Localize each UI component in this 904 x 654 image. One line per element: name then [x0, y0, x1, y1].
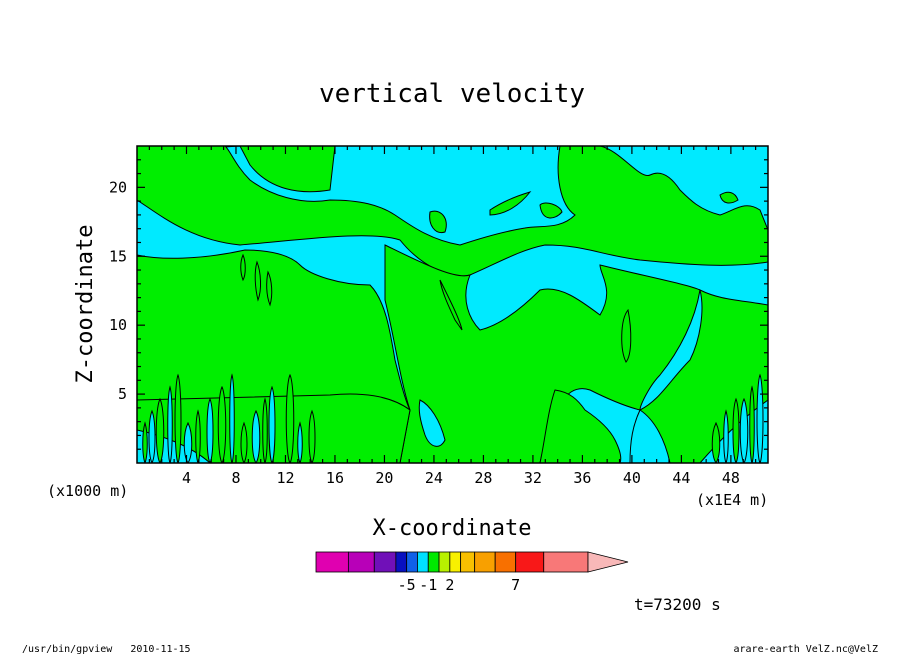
colorbar-labels: -5 -1 2 7: [398, 576, 521, 594]
colorbar-bin: [543, 551, 589, 573]
x-tick-label: 12: [276, 469, 294, 487]
colorbar-label: 7: [511, 576, 520, 594]
velocity-region: [251, 409, 261, 463]
x-tick-labels: 4 8 12 16 20 24 28 32 36 40 44 48: [182, 469, 740, 487]
colorbar-bin: [515, 551, 545, 573]
chart-title: vertical velocity: [319, 79, 585, 109]
velocity-region: [206, 397, 214, 463]
velocity-region: [308, 409, 316, 463]
colorbar-bin: [395, 551, 408, 573]
colorbar-bin: [373, 551, 397, 573]
velocity-region: [268, 385, 276, 463]
footer-right: arare-earth_VelZ.nc@VelZ: [734, 644, 879, 654]
velocity-region: [739, 397, 749, 463]
velocity-region: [429, 210, 447, 234]
plot-frame: [136, 145, 769, 464]
velocity-region: [183, 421, 193, 463]
velocity-region: [266, 270, 273, 307]
colorbar-bin: [315, 551, 349, 573]
y-tick-label: 20: [109, 178, 127, 196]
velocity-region: [240, 253, 246, 282]
y-tick-label: 10: [109, 316, 127, 334]
colorbar-label: -1: [419, 576, 437, 594]
colorbar-bin: [347, 551, 375, 573]
colorbar-label: -5: [398, 576, 416, 594]
velocity-region: [254, 260, 261, 302]
axis-ticks: [137, 146, 768, 463]
velocity-region: [749, 385, 755, 463]
y-tick-label: 15: [109, 247, 127, 265]
velocity-region: [297, 421, 303, 463]
velocity-region: [285, 373, 295, 463]
x-tick-label: 28: [474, 469, 492, 487]
velocity-region: [439, 279, 463, 331]
velocity-region: [240, 421, 248, 463]
x-tick-label: 48: [722, 469, 740, 487]
colorbar-bin: [417, 551, 429, 573]
colorbar-bin: [438, 551, 451, 573]
x-tick-label: 20: [375, 469, 393, 487]
velocity-region: [217, 385, 227, 463]
velocity-region: [539, 202, 563, 219]
x-tick-label: 44: [672, 469, 690, 487]
velocity-region: [262, 397, 268, 463]
colorbar-bin: [449, 551, 462, 573]
velocity-regions: [137, 146, 768, 463]
velocity-region: [756, 373, 764, 463]
colorbar-label: 2: [445, 576, 454, 594]
x-unit-right: (x1E4 m): [696, 491, 768, 509]
velocity-region: [629, 409, 671, 463]
velocity-region: [719, 191, 739, 204]
x-tick-label: 16: [326, 469, 344, 487]
colorbar-bin: [460, 551, 476, 573]
x-unit-left: (x1000 m): [47, 482, 128, 500]
velocity-region: [489, 191, 532, 216]
plot-area: [136, 145, 769, 464]
colorbar-bin: [474, 551, 496, 573]
velocity-region: [195, 409, 201, 463]
y-axis-label: Z-coordinate: [73, 225, 98, 384]
velocity-region: [723, 409, 729, 463]
x-tick-label: 32: [524, 469, 542, 487]
x-tick-label: 24: [425, 469, 443, 487]
colorbar-bin: [427, 551, 440, 573]
x-tick-label: 36: [573, 469, 591, 487]
footer-left: /usr/bin/gpview 2010-11-15: [22, 644, 191, 654]
velocity-region: [229, 373, 235, 463]
velocity-region: [167, 385, 173, 463]
colorbar-arrow: [587, 551, 629, 573]
velocity-region: [539, 389, 622, 463]
velocity-region: [155, 397, 165, 463]
velocity-region: [621, 308, 632, 363]
velocity-region: [711, 421, 721, 463]
y-tick-labels: 5 10 15 20: [109, 178, 127, 403]
velocity-region: [418, 399, 446, 447]
velocity-region: [732, 397, 740, 463]
y-tick-label: 5: [118, 385, 127, 403]
velocity-region: [142, 421, 148, 463]
x-tick-label: 4: [182, 469, 191, 487]
velocity-region: [174, 373, 182, 463]
time-label: t=73200 s: [634, 595, 721, 614]
colorbar-bin: [494, 551, 517, 573]
velocity-region: [148, 409, 156, 463]
colorbar: [315, 551, 629, 573]
x-tick-label: 8: [231, 469, 240, 487]
x-axis-label: X-coordinate: [373, 516, 532, 541]
colorbar-bin: [406, 551, 418, 573]
velocity-region: [137, 249, 411, 411]
x-tick-label: 40: [623, 469, 641, 487]
